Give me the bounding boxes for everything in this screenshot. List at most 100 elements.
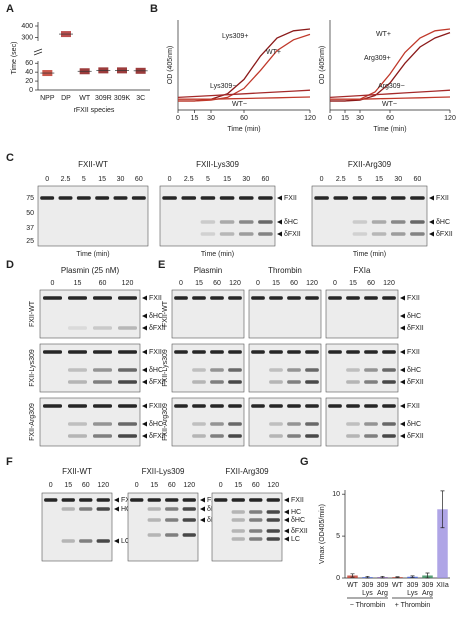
- lane-label: 15: [64, 482, 72, 489]
- blot-band: [266, 537, 280, 541]
- lane-label: 15: [150, 482, 158, 489]
- blot-band: [210, 404, 224, 408]
- blot: [41, 492, 113, 562]
- blot-band: [269, 350, 283, 354]
- blot-band: [210, 296, 224, 300]
- blot-band: [131, 196, 146, 200]
- data-line: [329, 89, 451, 99]
- lane-label: 0: [135, 482, 139, 489]
- panel-label: F: [6, 456, 13, 468]
- lane-label: 120: [122, 280, 134, 287]
- x-axis-label: Time (min): [76, 251, 109, 258]
- blot-band: [165, 498, 179, 502]
- blot-band: [251, 350, 265, 354]
- y-tick-label: 0: [336, 575, 340, 582]
- panel-label: A: [6, 3, 14, 15]
- band-arrow: [114, 538, 119, 544]
- blot-band: [68, 404, 87, 408]
- blot-band: [192, 434, 206, 438]
- lane-label: 30: [394, 176, 402, 183]
- blot-band: [113, 196, 128, 200]
- blot-band: [249, 498, 263, 502]
- y-tick-label: 10: [332, 491, 340, 498]
- band-arrow: [142, 403, 147, 409]
- y-tick-label: 400: [21, 23, 33, 30]
- lane-label: 5: [206, 176, 210, 183]
- blot-band: [96, 507, 110, 511]
- blot-band: [219, 220, 235, 224]
- blot-band: [287, 422, 301, 426]
- blot-band: [287, 296, 301, 300]
- blot-band: [333, 196, 349, 200]
- blot-band: [118, 380, 137, 384]
- blot-band: [266, 518, 280, 522]
- band-label: δFXII: [149, 433, 166, 440]
- x-axis-label: Time (min): [373, 126, 406, 133]
- blot-band: [269, 296, 283, 300]
- band-label: δHC: [407, 313, 421, 320]
- blot-band: [287, 368, 301, 372]
- blot-band: [228, 296, 242, 300]
- blot-band: [305, 296, 319, 300]
- lane-label: 0: [51, 280, 55, 287]
- lane-label: 0: [179, 280, 183, 287]
- series-label: Arg309−: [378, 83, 405, 90]
- blot-band: [346, 380, 360, 384]
- x-tick-label: 309: [422, 582, 434, 589]
- band-label: δFXII: [149, 325, 166, 332]
- band-label: δHC: [291, 517, 305, 524]
- lane-label: 15: [234, 482, 242, 489]
- blot-band: [410, 232, 425, 236]
- lane-label: 60: [213, 280, 221, 287]
- blot-band: [165, 533, 179, 537]
- band-arrow: [400, 325, 405, 331]
- blot-band: [93, 350, 112, 354]
- group-label: + Thrombin: [395, 602, 431, 609]
- data-line: [330, 96, 451, 100]
- band-label: δFXII: [407, 379, 424, 386]
- x-axis-label: rFXII species: [74, 107, 115, 114]
- x-tick-label: 0: [328, 115, 332, 122]
- blot-band: [118, 422, 137, 426]
- mw-marker: 50: [26, 210, 34, 217]
- x-tick-label: 120: [304, 115, 316, 122]
- blot-band: [364, 368, 378, 372]
- lane-label: 0: [256, 280, 260, 287]
- x-subtick-label: Arg: [377, 590, 388, 597]
- blot-band: [228, 350, 242, 354]
- blot-band: [258, 220, 273, 224]
- band-arrow: [142, 349, 147, 355]
- lane-label: 30: [242, 176, 250, 183]
- x-tick-label: 309: [362, 582, 374, 589]
- band-arrow: [200, 497, 205, 503]
- blot-band: [165, 518, 179, 522]
- band-arrow: [142, 325, 147, 331]
- blot: [311, 185, 428, 247]
- blot-band: [210, 422, 224, 426]
- blot-band: [147, 498, 161, 502]
- band-label: FXII: [284, 195, 297, 202]
- mw-marker: 37: [26, 225, 34, 232]
- blot-band: [269, 422, 283, 426]
- x-tick-label: 309: [407, 582, 419, 589]
- band-arrow: [429, 219, 434, 225]
- blot-band: [40, 196, 55, 200]
- y-axis-label: OD (405nm): [319, 46, 326, 85]
- band-label: δFXII: [407, 325, 424, 332]
- blot-band: [269, 380, 283, 384]
- blot-band: [43, 404, 62, 408]
- band-arrow: [277, 195, 282, 201]
- band-arrow: [114, 497, 119, 503]
- lane-label: 0: [320, 176, 324, 183]
- x-subtick-label: Lys: [362, 590, 373, 597]
- blot-band: [364, 434, 378, 438]
- series-label: WT+: [266, 49, 281, 56]
- data-line: [330, 31, 451, 102]
- blot-band: [371, 220, 387, 224]
- blot-band: [249, 537, 263, 541]
- lane-label: 0: [219, 482, 223, 489]
- blot-band: [371, 196, 387, 200]
- blot-band: [118, 434, 137, 438]
- blot-band: [249, 510, 263, 514]
- blot-band: [346, 404, 360, 408]
